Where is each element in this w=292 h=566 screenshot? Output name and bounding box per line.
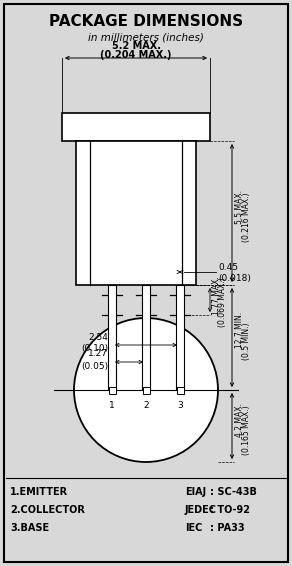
- Text: 1.27: 1.27: [88, 349, 108, 358]
- Text: (0.204 MAX.): (0.204 MAX.): [100, 50, 172, 60]
- Text: : SC-43B: : SC-43B: [210, 487, 257, 497]
- Text: IEC: IEC: [185, 523, 202, 533]
- Bar: [109, 387, 116, 394]
- Text: (0.5 MIN.): (0.5 MIN.): [242, 323, 251, 360]
- Circle shape: [74, 318, 218, 462]
- Bar: [62, 113, 210, 141]
- Text: 5.2 MAX.: 5.2 MAX.: [112, 41, 161, 51]
- Bar: [76, 141, 196, 285]
- Text: 5.5 MAX.: 5.5 MAX.: [235, 190, 244, 224]
- Text: (0.165 MAX.): (0.165 MAX.): [242, 405, 251, 455]
- Text: 2.COLLECTOR: 2.COLLECTOR: [10, 505, 85, 515]
- Text: EIAJ: EIAJ: [185, 487, 206, 497]
- Text: PACKAGE DIMENSIONS: PACKAGE DIMENSIONS: [49, 15, 243, 29]
- Text: (0.018): (0.018): [218, 273, 251, 282]
- Text: (0.069 MAX.): (0.069 MAX.): [218, 277, 227, 327]
- Text: 0.45: 0.45: [218, 263, 238, 272]
- Text: : TO-92: : TO-92: [210, 505, 250, 515]
- Text: 1: 1: [109, 401, 115, 410]
- Text: : PA33: : PA33: [210, 523, 245, 533]
- Text: JEDEC: JEDEC: [185, 505, 217, 515]
- Text: (0.216 MAX.): (0.216 MAX.): [242, 192, 251, 242]
- Bar: [143, 387, 150, 394]
- Bar: [108, 285, 116, 390]
- Text: 2.54: 2.54: [88, 332, 108, 341]
- Bar: [142, 285, 150, 390]
- Text: 2: 2: [143, 401, 149, 410]
- Text: 3: 3: [177, 401, 183, 410]
- Text: 12.7 MIN.: 12.7 MIN.: [235, 311, 244, 348]
- Text: (0.10): (0.10): [81, 345, 108, 354]
- Text: 4.2 MAX.: 4.2 MAX.: [235, 403, 244, 437]
- Text: in millimeters (inches): in millimeters (inches): [88, 33, 204, 43]
- Bar: [177, 387, 184, 394]
- Text: 3.BASE: 3.BASE: [10, 523, 49, 533]
- Text: 1.77 MAX.: 1.77 MAX.: [212, 277, 221, 315]
- Text: 1.EMITTER: 1.EMITTER: [10, 487, 68, 497]
- Text: (0.05): (0.05): [81, 362, 108, 371]
- Bar: [176, 285, 184, 390]
